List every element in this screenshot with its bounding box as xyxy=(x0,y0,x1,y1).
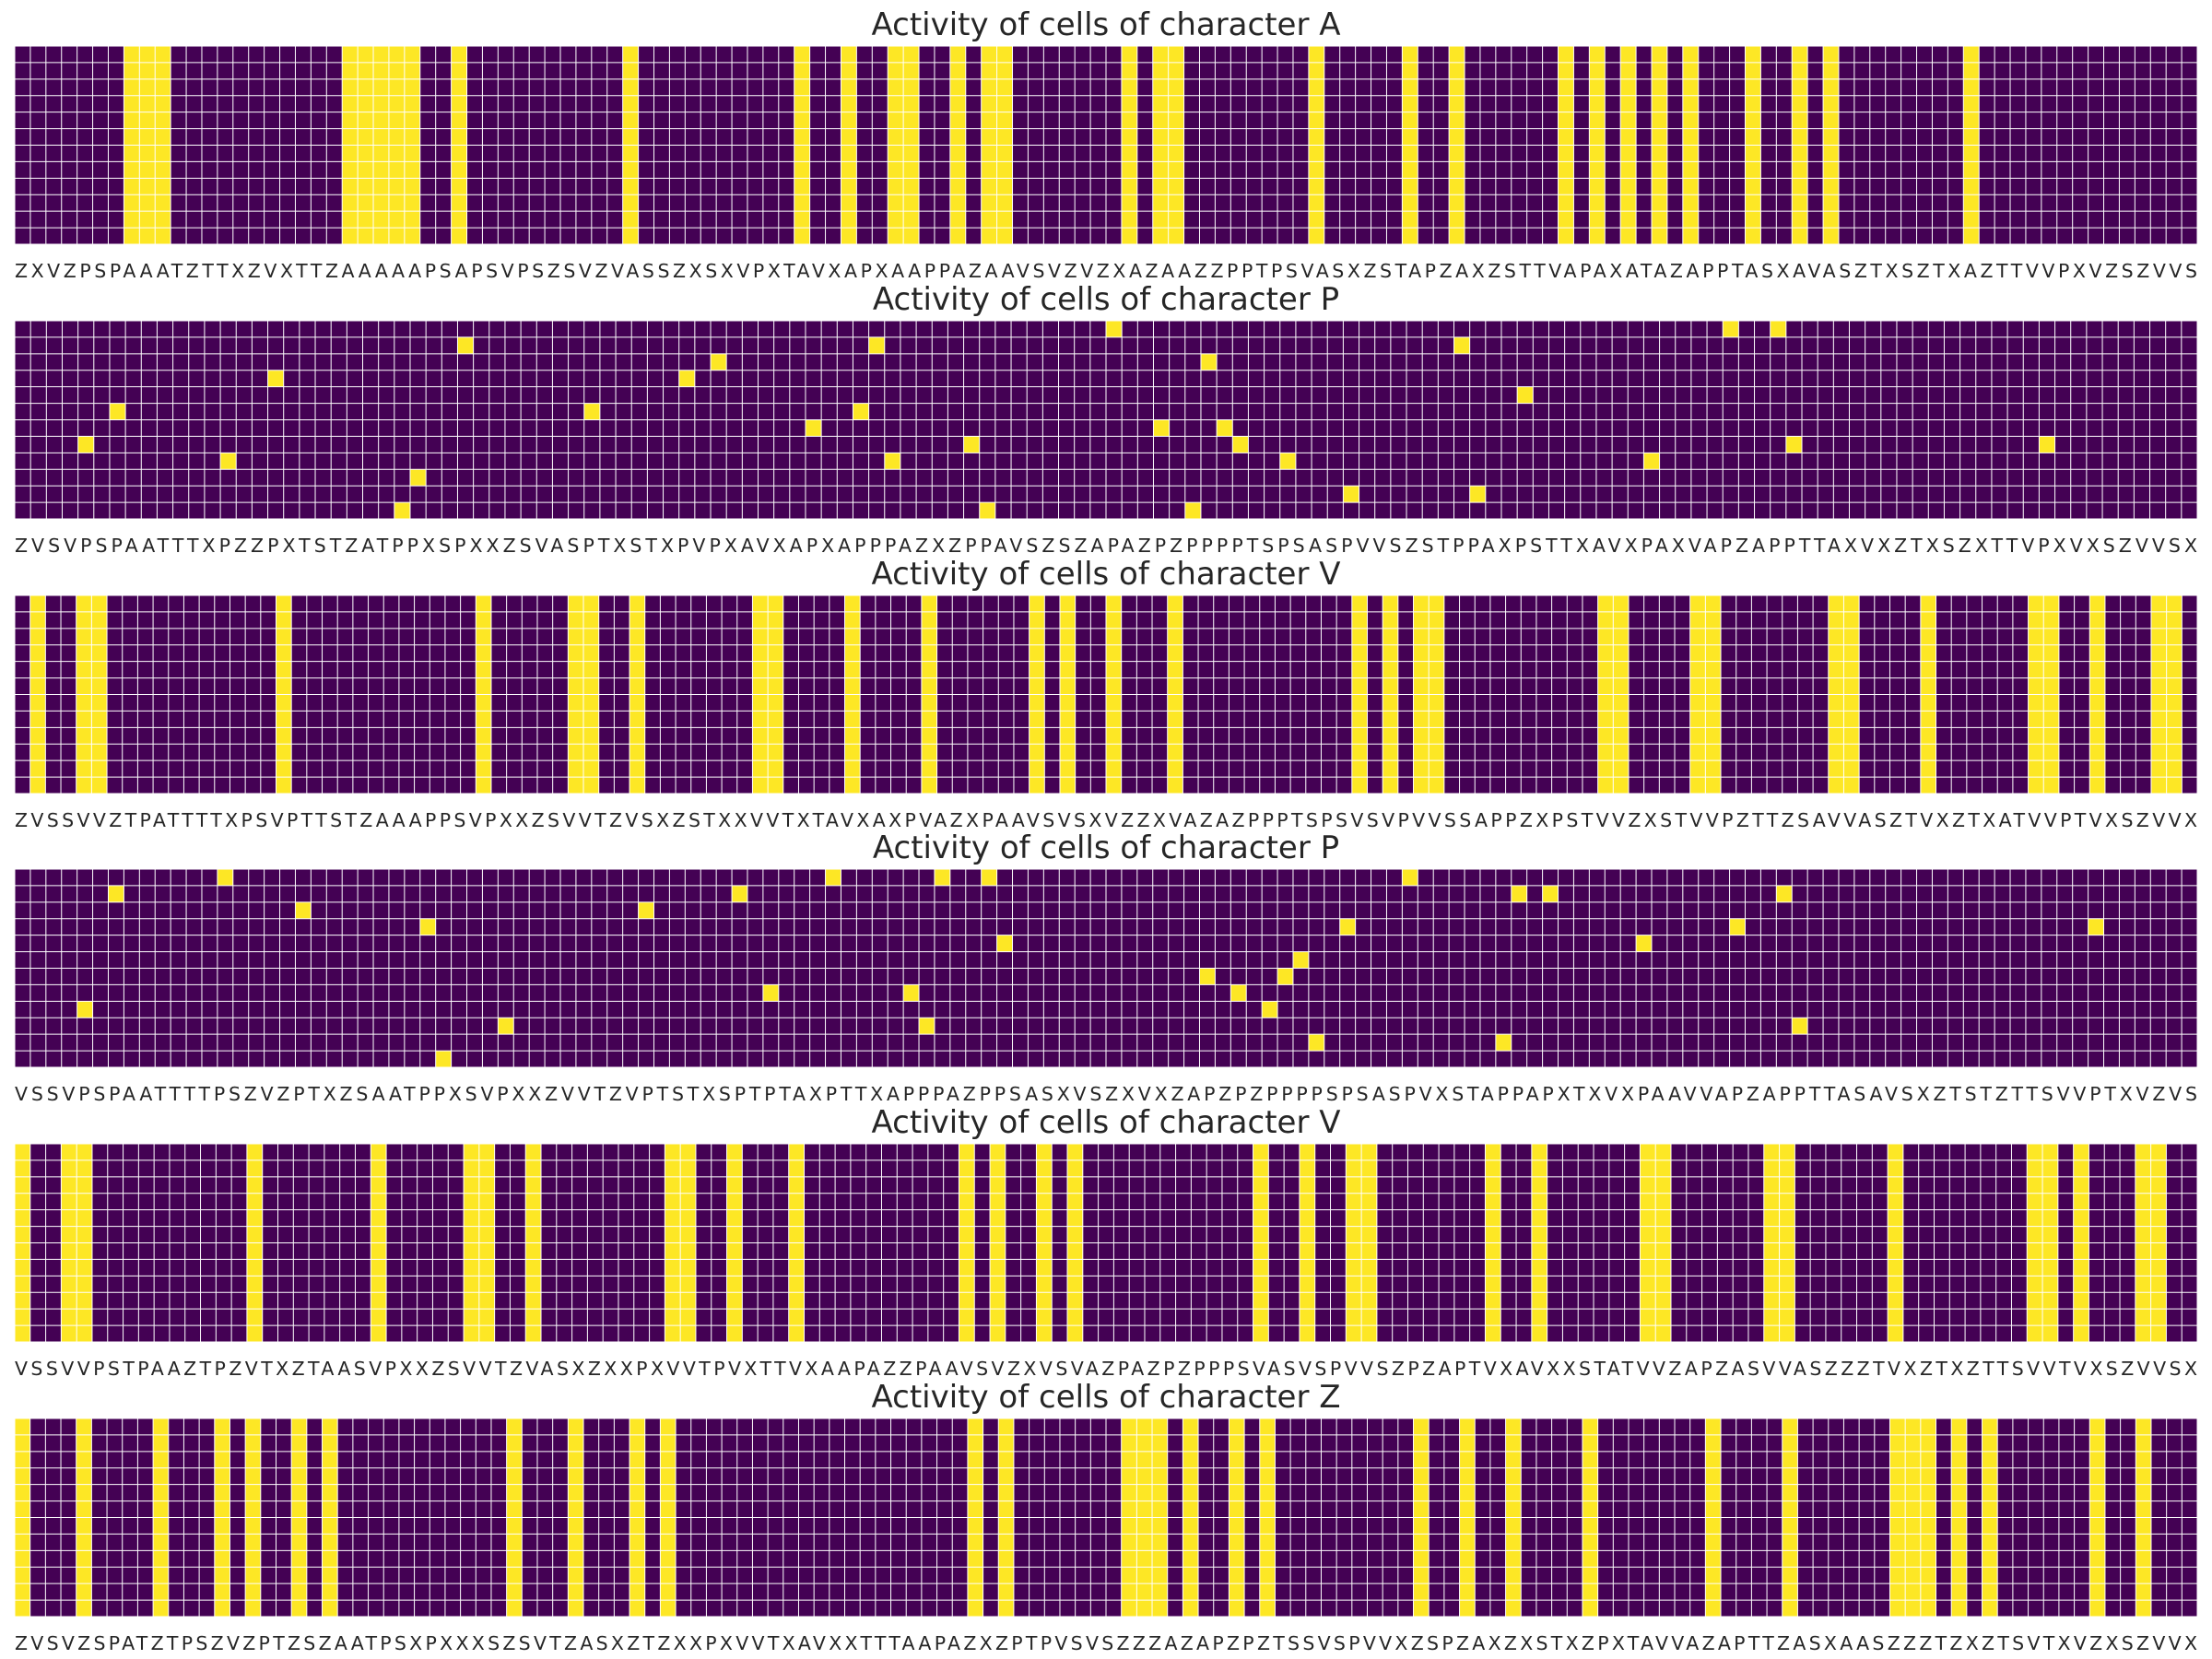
active-cell-36 xyxy=(583,403,600,420)
heatmap-panel-4: Activity of cells of character P VSSVPSPA… xyxy=(14,830,2198,1105)
heatmap-panel-1: Activity of cells of character A ZXVZPSPA… xyxy=(14,6,2198,282)
active-cell-59 xyxy=(934,869,950,886)
panel-title: Activity of cells of character A xyxy=(871,6,1340,43)
sequence-label: ZVSVPSPAATTTXPZZPXTSTZATPPXSPXXZSVASPTXS… xyxy=(15,535,2197,557)
active-cell-74 xyxy=(1184,502,1201,519)
active-cell-28 xyxy=(457,336,474,354)
heatmap-panel-3: Activity of cells of character V ZVSSVVZT… xyxy=(14,556,2198,831)
active-cell-78 xyxy=(1230,984,1247,1002)
active-cell-84 xyxy=(1343,486,1359,503)
active-cell-62 xyxy=(981,869,997,886)
active-cell-112 xyxy=(1785,436,1803,453)
active-cell-80 xyxy=(1279,453,1296,470)
active-cell-95 xyxy=(1495,1034,1512,1052)
active-cell-63 xyxy=(996,935,1013,952)
active-cell-76 xyxy=(1217,419,1233,437)
active-cell-57 xyxy=(903,984,920,1002)
active-cell-77 xyxy=(1232,436,1249,453)
active-cell-83 xyxy=(1308,1034,1324,1052)
panel-title: Activity of cells of character V xyxy=(871,556,1340,593)
active-cell-114 xyxy=(1792,1018,1808,1035)
active-cell-58 xyxy=(919,1018,935,1035)
active-cell-16 xyxy=(267,370,284,387)
active-cell-60 xyxy=(963,436,980,453)
active-cell-104 xyxy=(1636,935,1652,952)
active-cell-55 xyxy=(884,453,900,470)
active-cell-82 xyxy=(1292,951,1309,969)
active-cell-4 xyxy=(76,1001,93,1018)
panel-title: Activity of cells of character P xyxy=(873,281,1339,318)
heatmap-panel-6: Activity of cells of character Z ZVSVZSPA… xyxy=(14,1379,2198,1654)
active-cell-113 xyxy=(1776,885,1793,902)
active-cell-54 xyxy=(868,336,885,354)
sequence-label: VSSVPSPAATTTTPSZVZPTXZSAATPPXSVPXXZVVTZV… xyxy=(15,1083,2197,1105)
active-cell-53 xyxy=(853,403,869,420)
panel-title: Activity of cells of character V xyxy=(871,1104,1340,1141)
active-cell-133 xyxy=(2088,918,2104,935)
heatmap-grid xyxy=(14,45,2198,245)
active-cell-6 xyxy=(108,885,124,902)
heatmap-grid xyxy=(14,320,2198,520)
active-cell-48 xyxy=(762,984,779,1002)
active-cell-85 xyxy=(1339,918,1356,935)
active-cell-6 xyxy=(109,403,126,420)
sequence-label: VSSVVPSTPAAZTPZVTXZTAASVPXXZSVVTZVASXZXX… xyxy=(15,1358,2197,1380)
panel-title: Activity of cells of character Z xyxy=(871,1379,1340,1416)
active-cell-25 xyxy=(409,469,427,487)
active-cell-72 xyxy=(1153,419,1170,437)
active-cell-13 xyxy=(217,869,233,886)
active-cell-13 xyxy=(220,453,237,470)
sequence-label: ZXVZPSPAAATZTTXZVXTTZAAAAAPSAPSVPSZSVZVA… xyxy=(15,260,2197,282)
active-cell-80 xyxy=(1262,1001,1278,1018)
active-cell-75 xyxy=(1200,353,1218,371)
active-cell-50 xyxy=(805,419,822,437)
active-cell-76 xyxy=(1199,968,1216,985)
sequence-label: ZVSVZSPATZTPSZVZPTZSZAATPSXPXXXSZSVTZASX… xyxy=(15,1632,2197,1654)
active-cell-26 xyxy=(419,918,436,935)
active-cell-110 xyxy=(1729,918,1746,935)
active-cell-69 xyxy=(1106,321,1123,337)
active-cell-98 xyxy=(1542,885,1559,902)
active-cell-61 xyxy=(979,502,995,519)
active-cell-92 xyxy=(1469,486,1486,503)
active-cell-52 xyxy=(825,869,841,886)
heatmap-grid xyxy=(14,1143,2198,1343)
active-cell-128 xyxy=(2039,436,2055,453)
active-cell-31 xyxy=(498,1018,514,1035)
active-cell-89 xyxy=(1402,869,1418,886)
active-cell-24 xyxy=(394,502,410,519)
active-cell-103 xyxy=(1643,453,1660,470)
active-cell-91 xyxy=(1453,336,1470,354)
heatmap-panel-2: Activity of cells of character P ZVSVPSPA… xyxy=(14,281,2198,557)
sequence-label: ZVSSVVZTPATTTTXPSVPTTSTZAAAPPSVPXXZSVVTZ… xyxy=(15,809,2197,831)
panel-title: Activity of cells of character P xyxy=(873,830,1339,866)
active-cell-95 xyxy=(1517,386,1534,404)
active-cell-81 xyxy=(1277,968,1293,985)
active-cell-40 xyxy=(638,901,654,919)
active-cell-44 xyxy=(711,353,727,371)
active-cell-18 xyxy=(295,901,312,919)
heatmap-grid xyxy=(14,868,2198,1068)
heatmap-panel-5: Activity of cells of character V VSSVVPST… xyxy=(14,1104,2198,1380)
active-cell-96 xyxy=(1511,885,1527,902)
active-cell-42 xyxy=(678,370,695,387)
active-cell-46 xyxy=(732,885,747,902)
active-cell-108 xyxy=(1723,321,1739,337)
heatmap-grid xyxy=(14,594,2198,794)
active-cell-27 xyxy=(435,1051,452,1067)
heatmap-grid xyxy=(14,1418,2198,1618)
active-cell-4 xyxy=(77,436,94,453)
active-cell-111 xyxy=(1770,321,1786,337)
